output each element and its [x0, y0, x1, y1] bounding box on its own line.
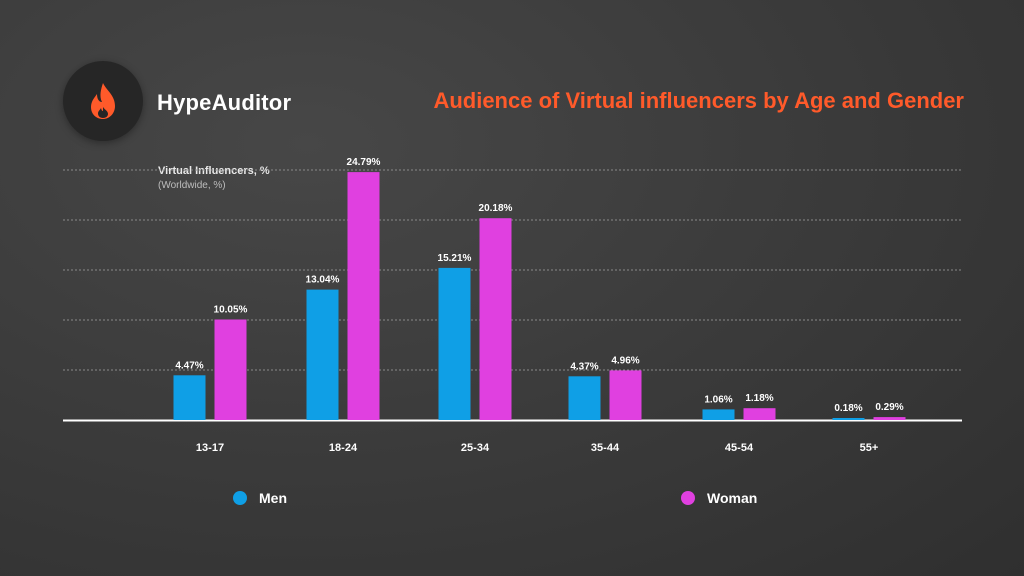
chart-title: Audience of Virtual influencers by Age a…: [433, 88, 964, 113]
bar-woman-13-17: [214, 319, 247, 420]
data-label: 10.05%: [214, 305, 248, 316]
bar-men-45-54: [702, 409, 735, 420]
data-label: 15.21%: [438, 253, 472, 264]
x-tick-label: 35-44: [591, 442, 620, 454]
data-label: 24.79%: [347, 157, 381, 168]
x-tick-label: 13-17: [196, 442, 224, 454]
logo: [63, 61, 143, 141]
legend-item-men: Men: [233, 490, 287, 506]
data-label: 13.04%: [306, 275, 340, 286]
x-tick-label: 25-34: [461, 442, 490, 454]
chart-subtitle-note: (Worldwide, %): [158, 180, 226, 191]
bar-woman-18-24: [347, 172, 380, 420]
data-label: 1.18%: [745, 393, 773, 404]
x-tick-label: 55+: [860, 442, 879, 454]
bar-men-25-34: [438, 267, 471, 420]
bar-men-18-24: [306, 289, 339, 420]
legend-swatch-woman: [681, 491, 695, 505]
bar-chart: 4.47% 10.05% 13-17 13.04% 24.79% 18-24 15.21% 2…: [63, 157, 962, 454]
data-label: 0.29%: [875, 402, 903, 413]
data-label: 1.06%: [704, 394, 732, 405]
data-label: 20.18%: [479, 203, 513, 214]
legend-label-men: Men: [259, 490, 287, 506]
chart-subtitle: Virtual Influencers, %: [158, 165, 270, 177]
legend-swatch-men: [233, 491, 247, 505]
legend-item-woman: Woman: [681, 490, 757, 506]
data-label: 4.47%: [175, 360, 203, 371]
bar-men-55+: [832, 418, 865, 420]
x-tick-label: 18-24: [329, 442, 358, 454]
data-label: 0.18%: [834, 403, 862, 414]
bar-men-35-44: [568, 376, 601, 420]
legend-label-woman: Woman: [707, 490, 758, 506]
bar-men-13-17: [173, 375, 206, 420]
x-tick-label: 45-54: [725, 442, 754, 454]
data-label: 4.37%: [570, 361, 598, 372]
data-label: 4.96%: [611, 355, 639, 366]
bar-woman-45-54: [743, 408, 776, 420]
bar-woman-55+: [873, 417, 906, 420]
bar-woman-35-44: [609, 370, 642, 420]
brand-name: HypeAuditor: [157, 90, 292, 115]
flame-icon: [91, 83, 115, 119]
bar-woman-25-34: [479, 218, 512, 420]
